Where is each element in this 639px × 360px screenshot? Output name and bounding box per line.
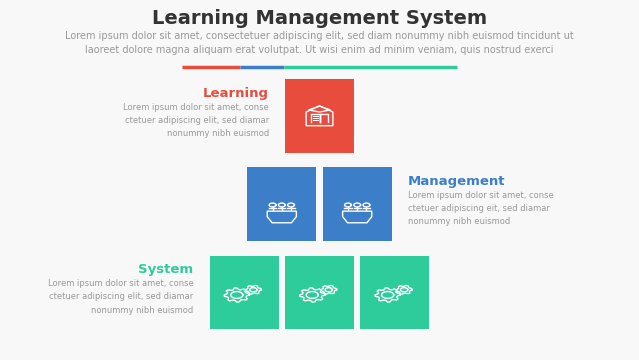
Text: Lorem ipsum dolor sit amet, conse
ctetuer adipiscing elit, sed diamar
nonummy ni: Lorem ipsum dolor sit amet, conse ctetue… <box>123 103 269 138</box>
FancyBboxPatch shape <box>210 256 279 329</box>
FancyBboxPatch shape <box>360 256 429 329</box>
Text: Learning Management System: Learning Management System <box>152 9 487 28</box>
Text: Lorem ipsum dolor sit amet, conse
ctetuer adipiscing eit, sed diamar
nonummy nib: Lorem ipsum dolor sit amet, conse ctetue… <box>408 191 553 226</box>
FancyBboxPatch shape <box>323 167 392 241</box>
Text: Lorem ipsum dolor sit amet, conse
ctetuer adipiscing elit, sed diamar
nonummy ni: Lorem ipsum dolor sit amet, conse ctetue… <box>48 279 194 315</box>
Text: Lorem ipsum dolor sit amet, consectetuer adipiscing elit, sed diam nonummy nibh : Lorem ipsum dolor sit amet, consectetuer… <box>65 31 574 55</box>
FancyBboxPatch shape <box>285 79 354 153</box>
FancyBboxPatch shape <box>285 256 354 329</box>
Text: System: System <box>139 263 194 276</box>
Text: Management: Management <box>408 175 505 188</box>
FancyBboxPatch shape <box>247 167 316 241</box>
Text: Learning: Learning <box>203 87 269 100</box>
